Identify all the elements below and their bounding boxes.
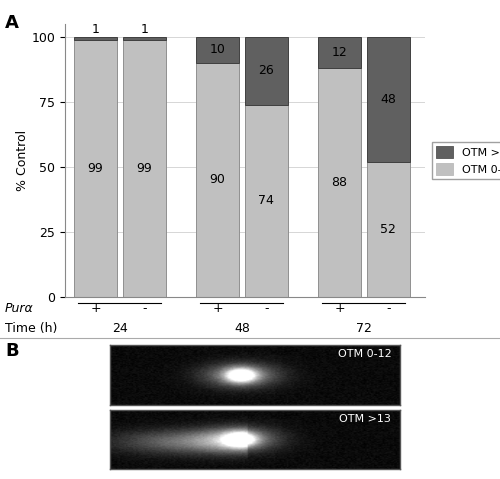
Bar xyxy=(123,37,166,40)
Text: 48: 48 xyxy=(380,93,396,106)
Bar xyxy=(318,37,361,68)
Bar xyxy=(245,104,288,297)
Text: -: - xyxy=(264,302,268,316)
Text: 88: 88 xyxy=(332,176,347,189)
Text: -: - xyxy=(142,302,146,316)
Text: 48: 48 xyxy=(234,321,250,335)
Bar xyxy=(196,37,239,63)
Bar xyxy=(123,40,166,297)
Bar xyxy=(367,162,410,297)
Bar xyxy=(367,37,410,162)
Text: +: + xyxy=(90,302,101,316)
Text: -: - xyxy=(386,302,390,316)
Bar xyxy=(318,68,361,297)
Text: Purα: Purα xyxy=(5,302,34,316)
Bar xyxy=(74,40,117,297)
Y-axis label: % Control: % Control xyxy=(16,130,28,191)
Text: 99: 99 xyxy=(88,162,104,175)
Text: Time (h): Time (h) xyxy=(5,321,58,335)
Text: 1: 1 xyxy=(92,23,100,35)
Text: +: + xyxy=(334,302,345,316)
Text: A: A xyxy=(5,14,19,33)
Text: 90: 90 xyxy=(210,173,226,186)
Text: 52: 52 xyxy=(380,223,396,236)
Text: OTM >13: OTM >13 xyxy=(340,414,392,424)
Text: +: + xyxy=(212,302,223,316)
Bar xyxy=(245,37,288,104)
Text: 1: 1 xyxy=(140,23,148,35)
Text: 26: 26 xyxy=(258,64,274,77)
Text: 74: 74 xyxy=(258,194,274,207)
Text: 99: 99 xyxy=(136,162,152,175)
Legend: OTM >13, OTM 0-12: OTM >13, OTM 0-12 xyxy=(432,142,500,179)
Text: 24: 24 xyxy=(112,321,128,335)
Text: 10: 10 xyxy=(210,44,226,57)
Bar xyxy=(196,63,239,297)
Text: B: B xyxy=(5,342,18,361)
Text: 72: 72 xyxy=(356,321,372,335)
Text: OTM 0-12: OTM 0-12 xyxy=(338,349,392,359)
Text: 12: 12 xyxy=(332,46,347,59)
Bar xyxy=(74,37,117,40)
